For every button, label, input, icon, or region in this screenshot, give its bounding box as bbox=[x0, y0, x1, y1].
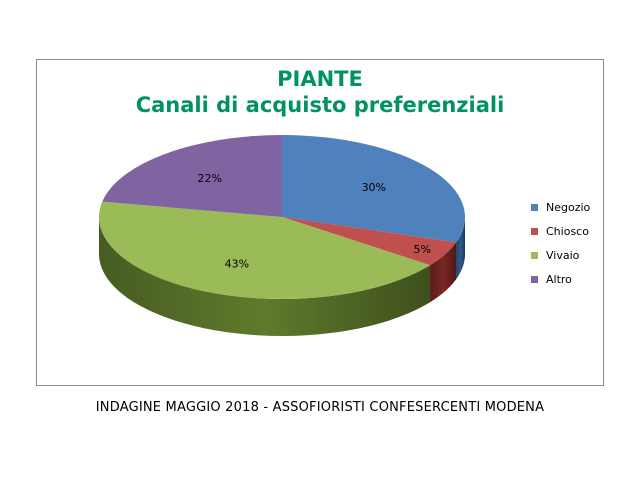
legend-label-vivaio: Vivaio bbox=[546, 249, 580, 262]
pie-data-labels: 30% 5% 43% 22% bbox=[197, 172, 430, 271]
pie-side-shade-chiosco bbox=[430, 242, 457, 303]
legend-item-altro: Altro bbox=[531, 272, 601, 296]
pie-slices bbox=[98, 135, 465, 300]
legend-swatch-altro bbox=[531, 276, 538, 283]
legend-item-negozio: Negozio bbox=[531, 200, 601, 224]
data-label-vivaio: 43% bbox=[225, 258, 249, 271]
data-label-chiosco: 5% bbox=[413, 243, 430, 256]
data-label-altro: 22% bbox=[197, 172, 221, 185]
legend-label-negozio: Negozio bbox=[546, 201, 591, 214]
legend-swatch-chiosco bbox=[531, 228, 538, 235]
pie-side-shade-negozio bbox=[456, 217, 465, 280]
pie-side-shade-vivaio bbox=[99, 217, 431, 336]
legend-item-chiosco: Chiosco bbox=[531, 224, 601, 248]
pie-slice-vivaio bbox=[98, 201, 431, 300]
pie-slice-chiosco bbox=[282, 217, 457, 266]
source-note: INDAGINE MAGGIO 2018 - ASSOFIORISTI CONF… bbox=[95, 400, 545, 415]
chart-area: PIANTE Canali di acquisto preferenziali … bbox=[36, 59, 604, 386]
legend-label-chiosco: Chiosco bbox=[546, 225, 589, 238]
pie-slice-altro bbox=[102, 135, 283, 217]
legend: Negozio Chiosco Vivaio Altro bbox=[531, 200, 601, 296]
chart-subtitle: Canali di acquisto preferenziali bbox=[135, 93, 505, 117]
legend-swatch-negozio bbox=[531, 204, 538, 211]
legend-label-altro: Altro bbox=[546, 273, 572, 286]
legend-item-vivaio: Vivaio bbox=[531, 248, 601, 272]
pie-chart: 30% 5% 43% 22% bbox=[98, 135, 465, 336]
pie-sides bbox=[99, 217, 465, 336]
pie-slice-negozio bbox=[282, 135, 465, 243]
data-label-negozio: 30% bbox=[362, 181, 386, 194]
chart-title: PIANTE bbox=[277, 67, 363, 91]
legend-swatch-vivaio bbox=[531, 252, 538, 259]
